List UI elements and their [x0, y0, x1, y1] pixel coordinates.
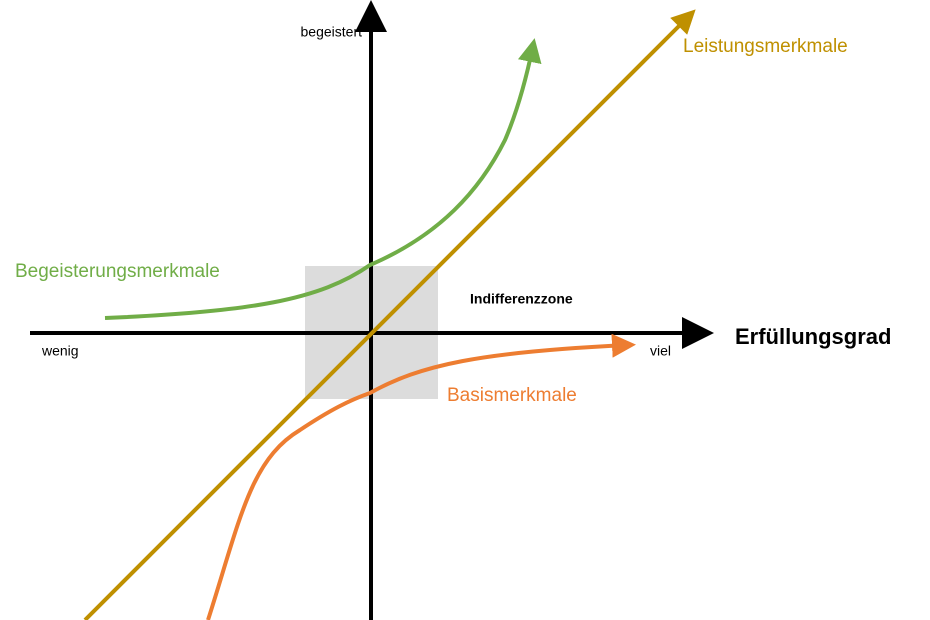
excitement-curve	[104, 38, 542, 320]
basic-curve	[206, 333, 636, 620]
performance-curve	[83, 9, 696, 620]
curve-label: Leistungsmerkmale	[683, 36, 848, 57]
zone-label: Indifferenzzone	[470, 291, 573, 307]
x-left-label: wenig	[41, 343, 79, 359]
y-top-label: begeistert	[301, 24, 363, 40]
x-right-label: viel	[650, 343, 671, 359]
curve-label: Begeisterungsmerkmale	[15, 261, 220, 282]
x-axis-title: Erfüllungsgrad	[735, 324, 891, 349]
curve-label: Basismerkmale	[447, 385, 577, 406]
